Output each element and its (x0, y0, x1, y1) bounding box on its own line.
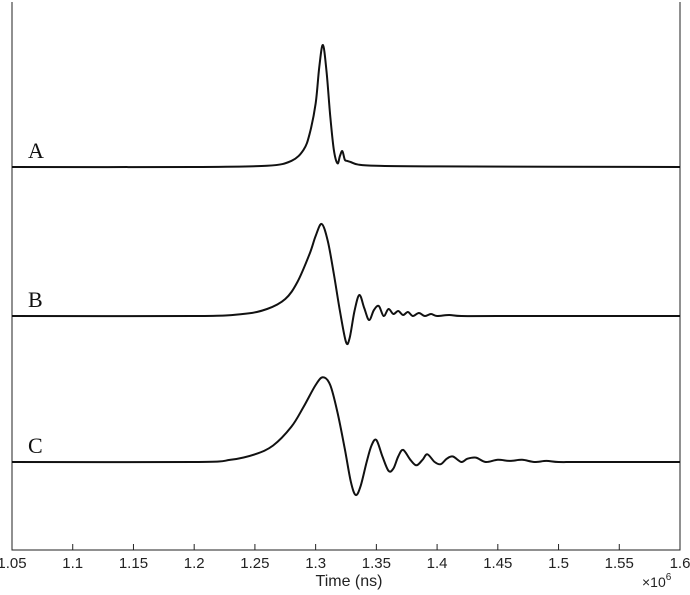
trace-a-line (11, 43, 681, 169)
trace-c-label: C (28, 433, 43, 458)
trace-c-line (11, 376, 680, 497)
x-tick-label: 1.2 (184, 555, 205, 572)
trace-group: A B C (11, 43, 681, 497)
x-tick-label: 1.6 (670, 555, 690, 572)
x-tick-label: 1.35 (362, 555, 391, 572)
x-tick-label: 1.3 (305, 555, 326, 572)
trace-a-label: A (28, 138, 44, 163)
plot-frame-line (11, 2, 681, 551)
x-axis-multiplier-base: ×10 (642, 574, 666, 590)
trace-b-line (11, 223, 680, 346)
plot-frame (11, 2, 681, 551)
x-axis-multiplier: ×106 (642, 572, 672, 590)
x-axis-title: Time (ns) (316, 573, 383, 590)
x-tick-label: 1.4 (427, 555, 448, 572)
trace-b-label: B (28, 287, 43, 312)
x-tick-label: 1.5 (548, 555, 569, 572)
x-axis-ticks: 1.05 1.1 1.15 1.2 1.25 1.3 1.35 1.4 1.45 1.5 1.55 1… (0, 544, 690, 572)
x-tick-label: 1.05 (0, 555, 27, 572)
x-tick-label: 1.15 (119, 555, 148, 572)
x-axis-multiplier-exponent: 6 (666, 572, 672, 583)
x-tick-label: 1.1 (62, 555, 83, 572)
x-tick-label: 1.25 (240, 555, 269, 572)
x-tick-label: 1.55 (605, 555, 634, 572)
x-tick-label: 1.45 (483, 555, 512, 572)
